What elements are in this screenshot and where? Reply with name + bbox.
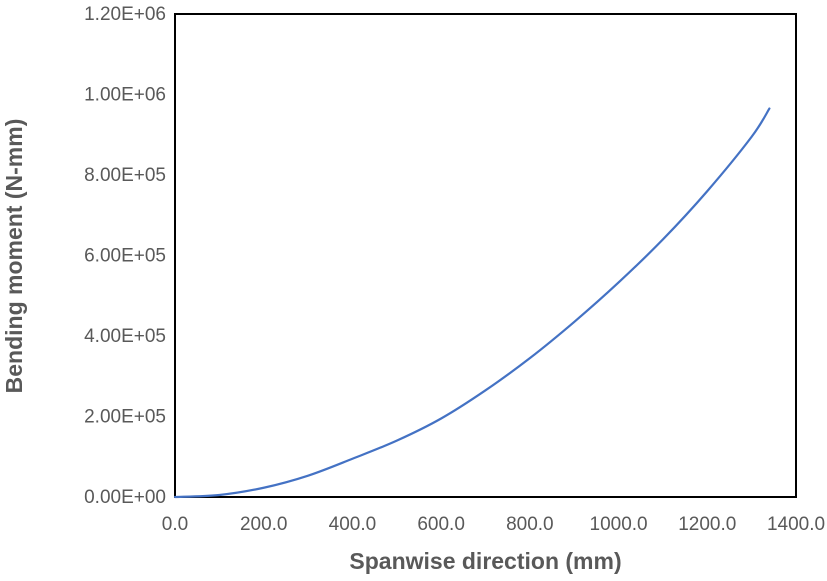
x-tick-label: 600.0 [417,514,465,535]
x-tick-label: 200.0 [240,514,288,535]
y-tick-label: 6.00E+05 [84,246,166,267]
y-tick-label: 8.00E+05 [84,165,166,186]
x-axis-title: Spanwise direction (mm) [349,548,621,574]
x-tick-label: 400.0 [329,514,377,535]
x-tick-label: 800.0 [506,514,554,535]
series-layer [173,107,771,499]
bending-moment-series-line [173,107,771,499]
y-tick-label: 2.00E+05 [84,407,166,428]
y-tick-label: 1.20E+06 [84,4,166,25]
y-tick-label: 4.00E+05 [84,326,166,347]
x-tick-label: 0.0 [162,514,188,535]
y-tick-label: 0.00E+00 [84,487,166,508]
x-tick-label: 1400.0 [767,514,825,535]
y-axis-tick-labels: 0.00E+00 2.00E+05 4.00E+05 6.00E+05 8.00E+05… [84,4,166,508]
x-axis-tick-labels: 0.0 200.0 400.0 600.0 800.0 1000.0 1200.0 1400.… [162,514,825,535]
y-axis-title: Bending moment (N-mm) [1,119,27,394]
plot-area-frame [174,13,797,498]
x-tick-label: 1200.0 [678,514,736,535]
y-tick-label: 1.00E+06 [84,85,166,106]
x-tick-label: 1000.0 [590,514,648,535]
